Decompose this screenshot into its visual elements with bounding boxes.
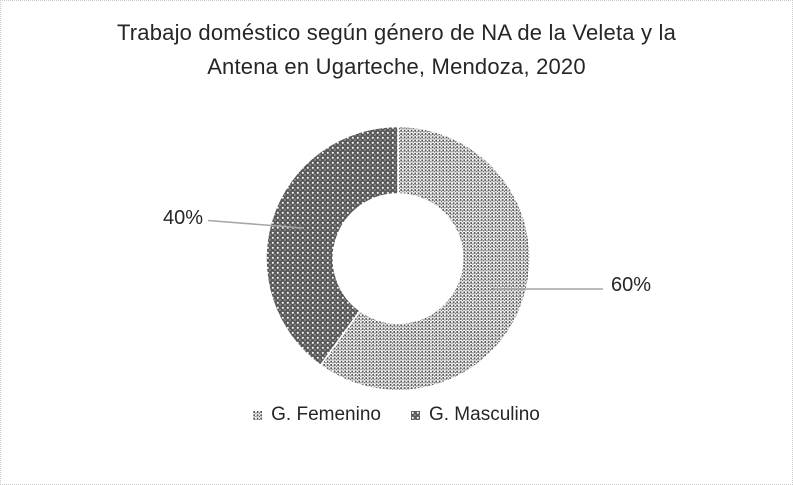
chart-title: Trabajo doméstico según género de NA de … [1, 16, 792, 84]
legend: G. Femenino G. Masculino [1, 404, 792, 426]
legend-label-masculino: G. Masculino [428, 404, 540, 425]
legend-label-femenino: G. Femenino [271, 404, 381, 425]
data-label-masculino: 40% [163, 207, 204, 229]
chart-title-line-1: Trabajo doméstico según género de NA de … [116, 20, 677, 45]
legend-item-masculino: G. Masculino [410, 404, 540, 426]
donut-rings [265, 125, 531, 392]
chart-title-line-2: Antena en Ugarteche, Mendoza, 2020 [207, 54, 586, 79]
data-label-femenino: 60% [611, 274, 652, 296]
legend-marker-femenino-icon [253, 410, 263, 420]
donut-slice-masculino [265, 125, 399, 367]
leader-line-masculino [207, 219, 304, 229]
legend-marker-masculino-icon [410, 410, 420, 420]
donut-slice-femenino [319, 125, 531, 392]
legend-item-femenino: G. Femenino [253, 404, 381, 426]
